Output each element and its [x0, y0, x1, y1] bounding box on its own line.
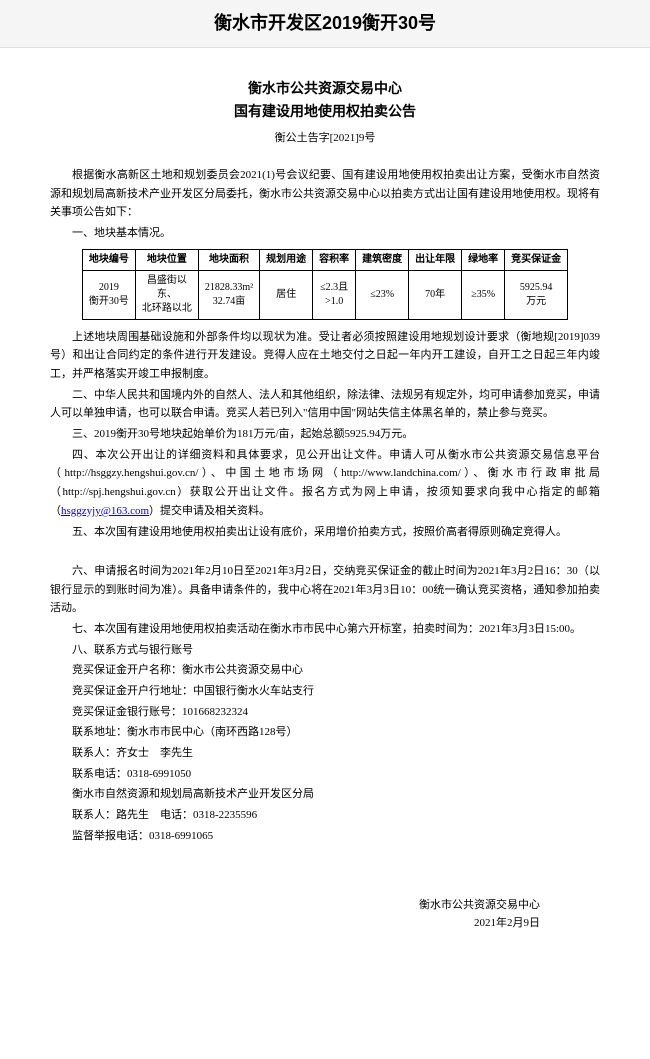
cell-green: ≥35% — [471, 289, 495, 300]
th-loc: 地块位置 — [135, 249, 198, 270]
page-header: 衡水市开发区2019衡开30号 — [0, 0, 650, 48]
section-4: 四、本次公开出让的详细资料和具体要求，见公开出让文件。申请人可从衡水市公共资源交… — [50, 446, 600, 521]
td-loc: 昌盛街以东、北环路以北 — [135, 270, 198, 319]
cell-area: 21828.33m²32.74亩 — [205, 282, 253, 307]
cell-use: 居住 — [276, 289, 296, 300]
footer-block: 衡水市公共资源交易中心 2021年2月9日 — [50, 896, 600, 933]
td-green: ≥35% — [462, 270, 505, 319]
contact-person-2: 联系人：路先生 电话：0318-2235596 — [50, 806, 600, 825]
contact-org-2: 衡水市自然资源和规划局高新技术产业开发区分局 — [50, 785, 600, 804]
parcel-table: 地块编号 地块位置 地块面积 规划用途 容积率 建筑密度 出让年限 绿地率 竞买… — [82, 249, 568, 320]
cell-deposit: 5925.94万元 — [520, 282, 553, 307]
cell-density: ≤23% — [370, 289, 394, 300]
para-after-table: 上述地块周围基础设施和外部条件均以现状为准。受让者必须按照建设用地规划设计要求（… — [50, 328, 600, 384]
title-line-2: 国有建设用地使用权拍卖公告 — [50, 101, 600, 125]
td-density: ≤23% — [356, 270, 409, 319]
contact-person-1: 联系人：齐女士 李先生 — [50, 744, 600, 763]
section-5: 五、本次国有建设用地使用权拍卖出让设有底价，采用增价拍卖方式，按照价高者得原则确… — [50, 523, 600, 542]
cell-term: 70年 — [425, 289, 445, 300]
contact-addr: 联系地址：衡水市市民中心（南环西路128号） — [50, 723, 600, 742]
table-row: 2019衡开30号 昌盛街以东、北环路以北 21828.33m²32.74亩 居… — [82, 270, 567, 319]
doc-number: 衡公土告字[2021]9号 — [50, 129, 600, 148]
th-deposit: 竞买保证金 — [505, 249, 568, 270]
section-1-heading: 一、地块基本情况。 — [50, 224, 600, 243]
cell-id: 2019衡开30号 — [89, 282, 129, 307]
table-header-row: 地块编号 地块位置 地块面积 规划用途 容积率 建筑密度 出让年限 绿地率 竞买… — [82, 249, 567, 270]
section-3: 三、2019衡开30号地块起始单价为181万元/亩，起始总额5925.94万元。 — [50, 425, 600, 444]
section-8-heading: 八、联系方式与银行账号 — [50, 641, 600, 660]
section-4b: ）提交申请及相关资料。 — [149, 505, 270, 517]
td-id: 2019衡开30号 — [82, 270, 135, 319]
contact-acct-no: 竞买保证金银行账号：101668232324 — [50, 703, 600, 722]
contact-acct-name: 竞买保证金开户名称：衡水市公共资源交易中心 — [50, 661, 600, 680]
th-density: 建筑密度 — [356, 249, 409, 270]
cell-far: ≤2.3且>1.0 — [320, 282, 348, 307]
footer-org: 衡水市公共资源交易中心 — [50, 896, 540, 915]
td-deposit: 5925.94万元 — [505, 270, 568, 319]
contact-tel-1: 联系电话：0318-6991050 — [50, 765, 600, 784]
document-body: 衡水市公共资源交易中心 国有建设用地使用权拍卖公告 衡公土告字[2021]9号 … — [0, 48, 650, 963]
title-line-1: 衡水市公共资源交易中心 — [50, 78, 600, 102]
th-use: 规划用途 — [260, 249, 313, 270]
section-7: 七、本次国有建设用地使用权拍卖活动在衡水市市民中心第六开标室，拍卖时间为：202… — [50, 620, 600, 639]
section-6: 六、申请报名时间为2021年2月10日至2021年3月2日，交纳竞买保证金的截止… — [50, 562, 600, 618]
th-id: 地块编号 — [82, 249, 135, 270]
th-area: 地块面积 — [198, 249, 259, 270]
footer-date: 2021年2月9日 — [50, 914, 540, 933]
td-use: 居住 — [260, 270, 313, 319]
section-2: 二、中华人民共和国境内外的自然人、法人和其他组织，除法律、法规另有规定外，均可申… — [50, 386, 600, 423]
contact-supervise: 监督举报电话：0318-6991065 — [50, 827, 600, 846]
th-green: 绿地率 — [462, 249, 505, 270]
td-term: 70年 — [409, 270, 462, 319]
td-far: ≤2.3且>1.0 — [313, 270, 356, 319]
email-link[interactable]: hsggzyjy@163.com — [61, 505, 149, 517]
intro-paragraph: 根据衡水高新区土地和规划委员会2021(1)号会议纪要、国有建设用地使用权拍卖出… — [50, 166, 600, 222]
cell-loc: 昌盛街以东、北环路以北 — [142, 275, 192, 314]
contact-acct-bank: 竞买保证金开户行地址：中国银行衡水火车站支行 — [50, 682, 600, 701]
td-area: 21828.33m²32.74亩 — [198, 270, 259, 319]
th-far: 容积率 — [313, 249, 356, 270]
th-term: 出让年限 — [409, 249, 462, 270]
